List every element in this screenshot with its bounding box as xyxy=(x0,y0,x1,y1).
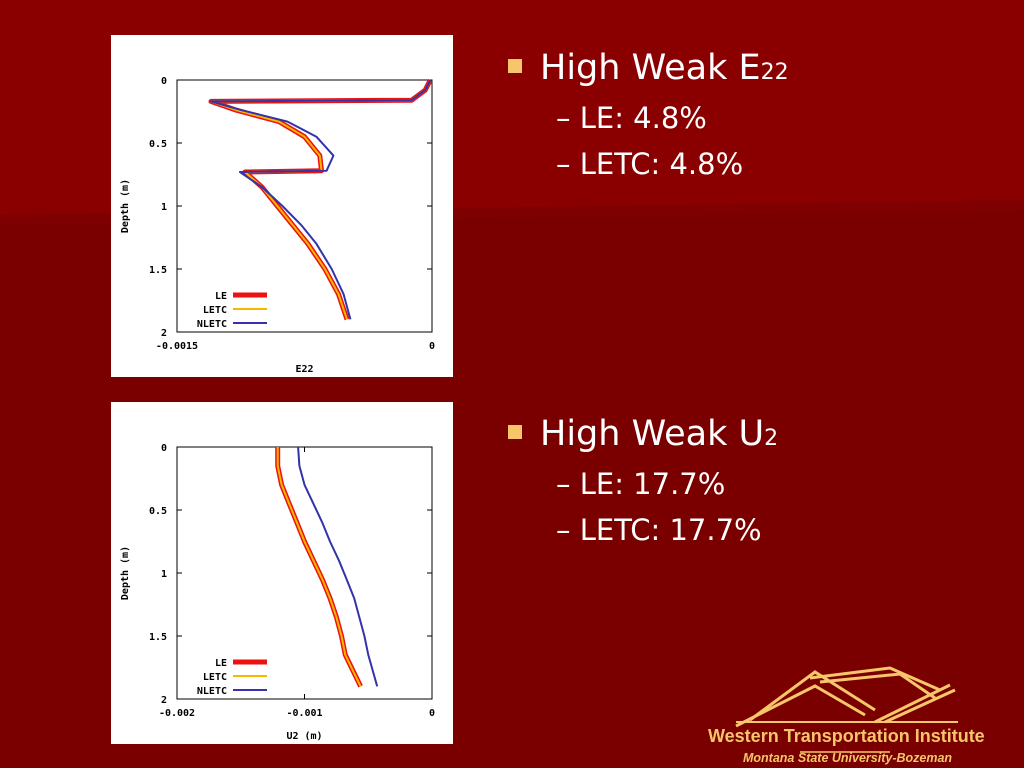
bullet-title: High Weak E xyxy=(540,48,761,88)
x-axis-label: U2 (m) xyxy=(286,731,322,742)
y-tick-label: 0 xyxy=(161,443,167,454)
bullet-group-e22: High Weak E 22 – LE: 4.8% – LETC: 4.8% xyxy=(508,46,789,187)
x-tick-label: 0 xyxy=(429,708,435,719)
y-axis-label: Depth (m) xyxy=(120,179,131,233)
y-tick-label: 1.5 xyxy=(149,632,167,643)
logo-subtitle: Montana State University-Bozeman xyxy=(743,751,953,765)
x-tick-label: -0.001 xyxy=(286,708,322,719)
y-tick-label: 1 xyxy=(161,202,167,213)
y-tick-label: 1.5 xyxy=(149,265,167,276)
chart-u2: 0 0.5 1 1.5 2 -0.002 -0.001 0 U2 (m) Depth (m) LE L… xyxy=(120,443,435,742)
legend-label: NLETC xyxy=(197,319,227,330)
bullet-item-le: – LE: 17.7% xyxy=(556,467,726,501)
chart-e22-panel: 0 0.5 1 1.5 2 -0.0015 0 E22 Depth (m) LE LETC NLETC xyxy=(111,35,453,377)
y-tick-label: 2 xyxy=(161,328,167,339)
chart-e22: 0 0.5 1 1.5 2 -0.0015 0 E22 Depth (m) LE LETC NLETC xyxy=(120,76,435,375)
bullet-item-letc: – LETC: 17.7% xyxy=(556,513,762,547)
wti-logo-icon xyxy=(735,666,958,753)
series-line-nletc xyxy=(297,446,379,687)
y-tick-label: 1 xyxy=(161,569,167,580)
y-tick-label: 2 xyxy=(161,695,167,706)
x-tick-label: -0.002 xyxy=(159,708,195,719)
logo-title: Western Transportation Institute xyxy=(708,726,985,746)
square-bullet-icon xyxy=(508,425,522,439)
legend-label: LETC xyxy=(203,305,227,316)
bullet-subscript: 22 xyxy=(760,60,789,85)
y-tick-label: 0.5 xyxy=(149,506,167,517)
series-line-letc xyxy=(276,447,362,687)
bullet-subscript: 2 xyxy=(764,426,779,451)
series-line-letc xyxy=(210,79,432,320)
series-line-le xyxy=(275,447,363,688)
x-tick-label: 0 xyxy=(429,341,435,352)
y-axis-label: Depth (m) xyxy=(120,546,131,600)
bullet-item-letc: – LETC: 4.8% xyxy=(556,147,744,181)
legend-label: LETC xyxy=(203,672,227,683)
square-bullet-icon xyxy=(508,59,522,73)
bullet-item-le: – LE: 4.8% xyxy=(556,101,707,135)
bullet-heading-e22: High Weak E 22 xyxy=(508,46,789,95)
x-axis-label: E22 xyxy=(295,364,313,375)
x-tick-label: -0.0015 xyxy=(156,341,198,352)
chart-u2-panel: 0 0.5 1 1.5 2 -0.002 -0.001 0 U2 (m) Depth (m) LE L… xyxy=(111,402,453,744)
y-tick-label: 0 xyxy=(161,76,167,87)
series-line-le xyxy=(208,78,433,321)
legend-label: NLETC xyxy=(197,686,227,697)
series-line-nletc xyxy=(210,79,432,320)
y-tick-label: 0.5 xyxy=(149,139,167,150)
bullet-title: High Weak U xyxy=(540,414,765,454)
legend-label: LE xyxy=(215,291,227,302)
legend-label: LE xyxy=(215,658,227,669)
